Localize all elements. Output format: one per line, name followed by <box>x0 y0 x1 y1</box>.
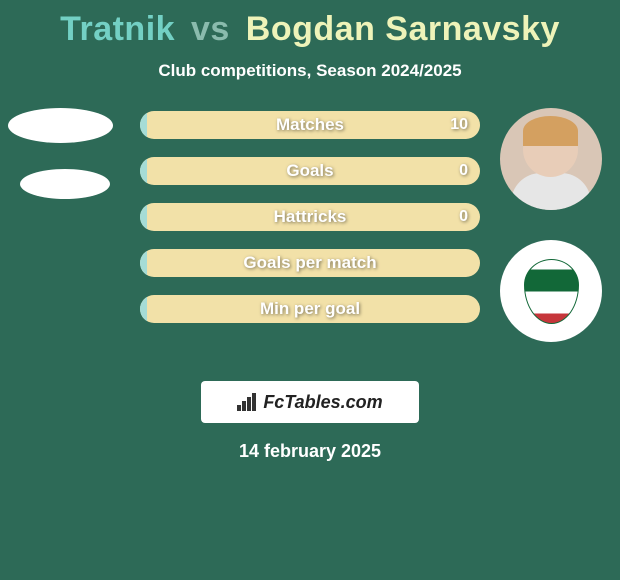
date-label: 14 february 2025 <box>0 441 620 462</box>
stat-fill-left <box>140 157 147 185</box>
stat-fill-left <box>140 295 147 323</box>
stat-label: Min per goal <box>260 299 360 319</box>
stat-value-right: 10 <box>450 116 468 134</box>
stat-label: Goals <box>286 161 333 181</box>
stat-value-right: 0 <box>459 208 468 226</box>
stat-row: Goals 0 <box>140 157 480 185</box>
left-avatars <box>8 108 113 199</box>
player2-name: Bogdan Sarnavsky <box>246 10 560 48</box>
stat-fill-left <box>140 249 147 277</box>
right-avatars <box>500 108 602 342</box>
subtitle: Club competitions, Season 2024/2025 <box>0 61 620 81</box>
brand-logo: FcTables.com <box>201 381 419 423</box>
stat-fill-left <box>140 203 147 231</box>
stat-row: Hattricks 0 <box>140 203 480 231</box>
player2-club-badge-icon <box>500 240 602 342</box>
player2-avatar-icon <box>500 108 602 210</box>
comparison-panel: Matches 10 Goals 0 Hattricks 0 Goals per match… <box>0 111 620 371</box>
vs-text: vs <box>191 10 230 48</box>
player1-name: Tratnik <box>60 10 175 48</box>
stat-row: Goals per match <box>140 249 480 277</box>
page-title: Tratnik vs Bogdan Sarnavsky <box>0 0 620 49</box>
bar-chart-icon <box>237 393 259 411</box>
stat-label: Hattricks <box>274 207 347 227</box>
player1-avatar-placeholder-icon <box>8 108 113 143</box>
stat-label: Goals per match <box>243 253 376 273</box>
brand-text: FcTables.com <box>263 392 382 413</box>
stat-value-right: 0 <box>459 162 468 180</box>
stats-list: Matches 10 Goals 0 Hattricks 0 Goals per match… <box>140 111 480 323</box>
stat-row: Matches 10 <box>140 111 480 139</box>
stat-row: Min per goal <box>140 295 480 323</box>
stat-fill-left <box>140 111 147 139</box>
player1-club-placeholder-icon <box>20 169 110 199</box>
stat-label: Matches <box>276 115 344 135</box>
